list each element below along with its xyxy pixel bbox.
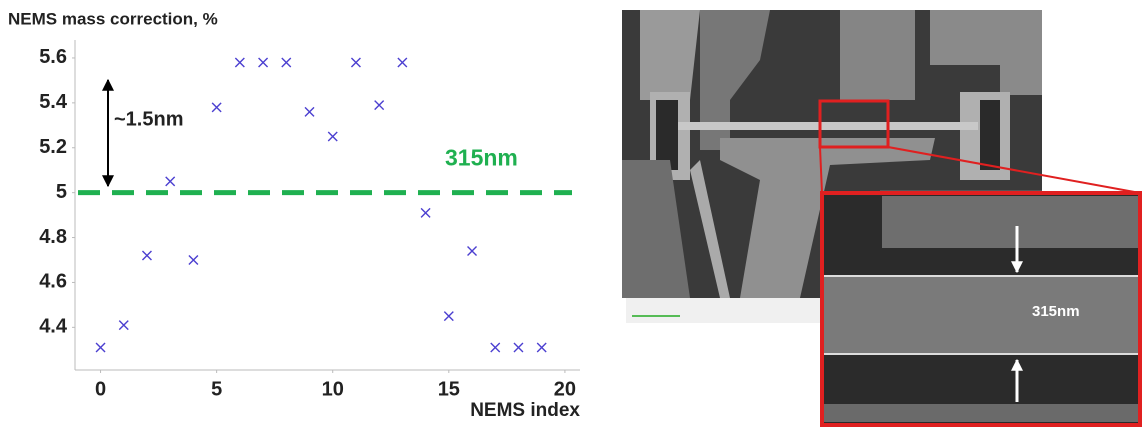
point bbox=[536, 342, 547, 353]
chart-title: NEMS mass correction, % bbox=[8, 9, 218, 28]
point bbox=[141, 250, 152, 261]
x-tick-label: 20 bbox=[554, 378, 576, 400]
y-tick-label: 5 bbox=[56, 181, 67, 203]
point bbox=[490, 342, 501, 353]
point bbox=[304, 106, 315, 117]
point bbox=[513, 342, 524, 353]
point bbox=[397, 57, 408, 68]
chart: NEMS mass correction, % NEMS index ~1.5n… bbox=[8, 9, 580, 421]
y-tick-label: 4.8 bbox=[39, 226, 67, 248]
x-tick-label: 0 bbox=[95, 378, 106, 400]
point bbox=[234, 57, 245, 68]
point bbox=[188, 255, 199, 265]
y-tick-label: 4.6 bbox=[39, 271, 67, 293]
point bbox=[165, 176, 176, 187]
point bbox=[95, 342, 106, 353]
y-tick-label: 4.4 bbox=[39, 316, 68, 338]
point bbox=[211, 102, 222, 113]
y-tick-label: 5.4 bbox=[39, 91, 68, 113]
sem-image: 315nm bbox=[622, 10, 1142, 427]
inset-label: 315nm bbox=[1032, 303, 1080, 320]
point bbox=[350, 57, 361, 68]
point bbox=[281, 57, 292, 68]
reference-label: 315nm bbox=[445, 145, 518, 171]
point bbox=[443, 311, 454, 322]
point bbox=[420, 207, 431, 218]
x-tick-label: 10 bbox=[322, 378, 344, 400]
annotation: ~1.5nm bbox=[114, 108, 183, 130]
y-tick-label: 5.6 bbox=[39, 46, 67, 68]
point bbox=[327, 131, 338, 142]
point bbox=[258, 57, 269, 68]
y-tick-label: 5.2 bbox=[39, 136, 67, 158]
x-tick-label: 5 bbox=[211, 378, 222, 400]
point bbox=[467, 246, 478, 257]
x-axis-label: NEMS index bbox=[470, 400, 580, 421]
point bbox=[374, 100, 385, 111]
point bbox=[118, 320, 129, 331]
x-tick-label: 15 bbox=[438, 378, 460, 400]
